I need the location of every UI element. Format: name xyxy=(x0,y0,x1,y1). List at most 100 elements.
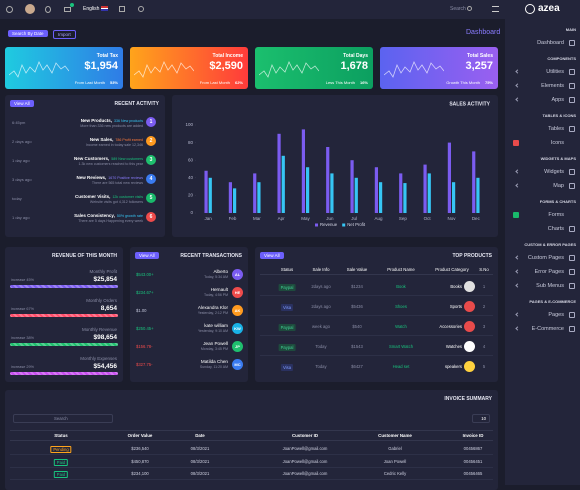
table-cell: 08/3/2021 xyxy=(190,458,210,464)
stat-note: Less This Month xyxy=(325,80,355,85)
search-box[interactable]: Search xyxy=(13,414,113,423)
sparkline-path xyxy=(134,61,194,78)
sidebar-item[interactable]: E-Commerce xyxy=(505,322,580,336)
mail-icon[interactable] xyxy=(64,7,71,12)
transaction-name: kate william xyxy=(204,323,228,328)
y-tick-label: 60 xyxy=(188,157,194,162)
search-placeholder: Search xyxy=(54,416,68,421)
view-all-button[interactable]: View All xyxy=(10,100,34,107)
sidebar-item[interactable]: Icons xyxy=(505,136,580,150)
sidebar-item[interactable]: Widgets xyxy=(505,165,580,179)
activity-title: New Products, xyxy=(80,118,113,123)
search-icon[interactable] xyxy=(467,6,472,11)
table-cell: Watches xyxy=(445,344,462,349)
activity-highlight: 786 Profit earned xyxy=(115,138,143,142)
table-cell: 00456867 xyxy=(463,446,483,451)
revenue-label: Monthly Expenses xyxy=(80,356,117,361)
table-cell: 08/3/2021 xyxy=(190,446,210,451)
activity-title: New Sales, xyxy=(89,137,114,142)
sidebar-item[interactable]: Charts xyxy=(505,222,580,236)
sidebar-item[interactable]: Forms xyxy=(505,208,580,222)
stat-value: $1,954 xyxy=(84,60,118,72)
sidebar-icon xyxy=(513,140,519,146)
import-button[interactable]: Import xyxy=(53,30,76,39)
flag-icon xyxy=(101,6,108,11)
settings-icon[interactable] xyxy=(6,6,13,13)
sidebar-item[interactable]: Pages xyxy=(505,308,580,322)
bar xyxy=(354,177,358,213)
stat-value: $2,590 xyxy=(209,60,243,72)
table-cell: $234,100 xyxy=(131,471,149,476)
product-image xyxy=(464,281,475,292)
transaction-name: Alberto xyxy=(213,269,228,274)
sidebar-label: Dashboard xyxy=(537,40,564,46)
stat-note: Growth This Month xyxy=(446,80,480,85)
transaction-time: Today, 5:34 AM xyxy=(204,275,228,279)
stat-card: Total Tax $1,954 53% From Last Month xyxy=(5,47,123,89)
sidebar-label: Sub Menus xyxy=(536,283,564,289)
sidebar-item[interactable]: Custom Pages xyxy=(505,251,580,265)
table-cell: $540 xyxy=(352,324,362,329)
product-image xyxy=(464,321,475,332)
activity-text: Income earned in today sale 12,346 xyxy=(85,143,143,147)
sidebar-item[interactable]: Tables xyxy=(505,122,580,136)
language[interactable]: English xyxy=(83,6,100,12)
table-cell: 00456465 xyxy=(463,471,483,476)
bar xyxy=(330,173,334,213)
view-all-button[interactable]: View All xyxy=(260,252,284,259)
table-cell: Head set xyxy=(392,364,410,369)
activity-time: 1 day ago xyxy=(12,158,30,163)
sidebar-item[interactable]: Elements xyxy=(505,79,580,93)
fullscreen-icon[interactable] xyxy=(119,6,125,12)
revenue-value: $25,854 xyxy=(93,276,118,283)
product-image xyxy=(464,361,475,372)
sidebar-section-title: PAGES & E-COMMERCE xyxy=(529,299,576,304)
sidebar-icon xyxy=(569,169,575,175)
row-rule xyxy=(260,315,493,316)
row-rule xyxy=(10,454,493,455)
chevron xyxy=(515,283,520,288)
header-row xyxy=(10,430,493,441)
status-badge: Paypal xyxy=(278,344,296,351)
menu-icon[interactable] xyxy=(492,6,499,12)
table-cell: $5436 xyxy=(351,304,363,309)
revenue-value: 8,654 xyxy=(100,305,117,312)
page-size-select[interactable]: 10 xyxy=(472,414,490,423)
bar xyxy=(277,133,281,213)
transaction-time: Monday, 3:45 PM xyxy=(200,347,228,351)
sidebar-item[interactable]: Sub Menus xyxy=(505,279,580,293)
search-input[interactable]: Search xyxy=(450,6,466,12)
column-header: Customer ID xyxy=(291,433,319,438)
sidebar-item[interactable]: Error Pages xyxy=(505,265,580,279)
stat-title: Total Income xyxy=(212,53,243,59)
activity-highlight: 12k customer visits xyxy=(112,195,143,199)
brand[interactable]: azea xyxy=(538,3,560,14)
table-cell: Watch xyxy=(395,324,407,329)
search-by-date-button[interactable]: Search By Date xyxy=(8,30,48,37)
avatar[interactable] xyxy=(25,4,35,14)
sidebar-item[interactable]: Apps xyxy=(505,93,580,107)
sparkline-path xyxy=(384,61,444,78)
invoice-card: INVOICE SUMMARY Search 10 Status Order Value… xyxy=(5,390,498,490)
row-rule xyxy=(260,335,493,336)
activity-number: 4 xyxy=(146,174,156,184)
sparkline xyxy=(259,61,319,78)
notification-icon[interactable] xyxy=(45,6,51,13)
sidebar-icon xyxy=(569,40,575,46)
transaction-amount: $250.45+ xyxy=(136,326,154,331)
stat-title: Total Tax xyxy=(96,53,118,59)
avatar: AK xyxy=(232,305,243,316)
status-badge: Visa xyxy=(280,364,294,371)
sidebar-item[interactable]: Utilities xyxy=(505,65,580,79)
table-cell: $1543 xyxy=(351,344,363,349)
revenue-card: REVENUE OF THIS MONTH Monthly Profit $25,8… xyxy=(5,247,123,382)
sidebar-section-title: MAIN xyxy=(565,27,576,32)
view-all-button[interactable]: View All xyxy=(135,252,159,259)
activity-text: There are 565 total new reviews xyxy=(91,181,143,185)
table-cell: Smart Watch xyxy=(388,344,414,349)
theme-icon[interactable] xyxy=(138,6,144,12)
sidebar-section-title: COMPONENTS xyxy=(547,56,576,61)
sidebar-item[interactable]: Dashboard xyxy=(505,36,580,50)
sidebar-item[interactable]: Map xyxy=(505,179,580,193)
sidebar-icon xyxy=(569,312,575,318)
